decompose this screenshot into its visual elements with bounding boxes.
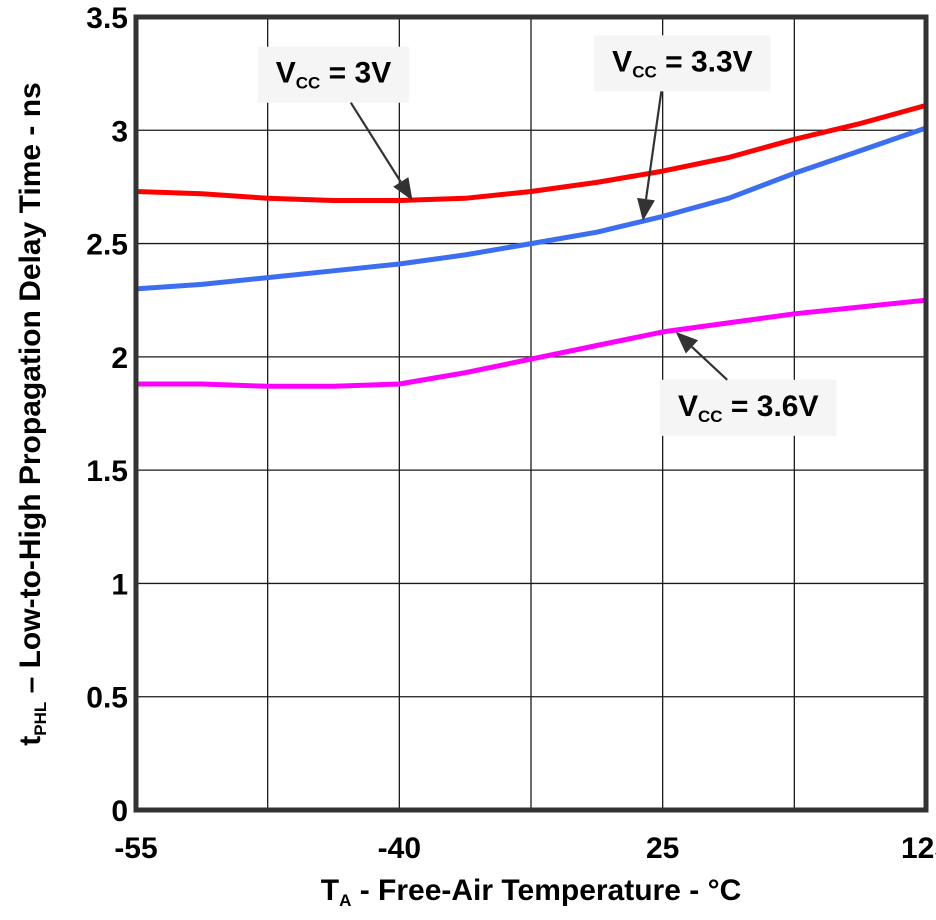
annotation-arrow-head — [675, 331, 699, 354]
annotation-label-subscript: CC — [632, 62, 657, 81]
annotation-arrow-shaft — [691, 346, 728, 381]
x-axis-title-main: T — [321, 874, 339, 907]
x-tick-labels: -55 -40 25 125 — [114, 832, 936, 865]
plot-frame — [133, 14, 929, 813]
annotation-label: VCC = 3V — [276, 57, 391, 93]
annotation-arrow-head — [637, 197, 655, 221]
y-tick-label: 1.5 — [86, 455, 128, 488]
annotation-box — [660, 379, 837, 436]
annotation-arrow-shaft — [644, 91, 663, 200]
y-tick-label: 3.5 — [86, 2, 128, 35]
x-axis-title-rest: - Free-Air Temperature - °C — [351, 874, 741, 907]
x-tick-label: -55 — [114, 832, 157, 865]
x-tick-label: 25 — [646, 832, 679, 865]
series-line-1 — [135, 102, 927, 203]
annotation-label-main: V — [678, 390, 698, 423]
y-tick-label: 0 — [111, 795, 128, 828]
annotation-label-rest: = 3.6V — [723, 390, 819, 423]
annotation-label-main: V — [612, 45, 632, 78]
y-axis-title: tPHL – Low-to-High Propagation Delay Tim… — [14, 82, 50, 746]
annotation-label-rest: = 3V — [320, 57, 391, 90]
annotation-label: VCC = 3.3V — [612, 45, 752, 81]
annotation-3: VCC = 3.6V — [660, 331, 837, 436]
x-axis-title-subscript: A — [339, 891, 351, 910]
series-line-3 — [136, 297, 927, 389]
annotation-2: VCC = 3.3V — [594, 35, 771, 221]
annotation-label-subscript: CC — [698, 407, 723, 426]
x-axis-title: TA - Free-Air Temperature - °C — [321, 874, 741, 910]
annotation-box — [257, 46, 410, 103]
x-tick-label: 125 — [901, 832, 936, 865]
annotation-arrow-head — [393, 177, 413, 201]
annotation-label-subscript: CC — [296, 74, 321, 93]
annotation-label-main: V — [276, 57, 296, 90]
y-tick-label: 1 — [111, 568, 128, 601]
annotation-label: VCC = 3.6V — [678, 390, 818, 426]
y-tick-labels: 0 0.5 1 1.5 2 2.5 3 3.5 — [86, 2, 128, 828]
y-tick-label: 0.5 — [86, 682, 128, 715]
series-lines — [135, 102, 927, 389]
annotation-1: VCC = 3V — [257, 46, 413, 201]
y-axis-title-main: t — [14, 736, 47, 746]
annotation-box — [594, 35, 771, 92]
y-tick-label: 2 — [111, 342, 128, 375]
series-line-2 — [135, 125, 927, 292]
y-axis-title-subscript: PHL — [31, 702, 50, 736]
annotation-arrow-shaft — [349, 102, 402, 183]
y-tick-label: 2.5 — [86, 229, 128, 262]
x-tick-label: -40 — [378, 832, 421, 865]
y-axis-title-rest: – Low-to-High Propagation Delay Time - n… — [14, 82, 47, 702]
annotation-label-rest: = 3.3V — [657, 45, 753, 78]
y-tick-label: 3 — [111, 115, 128, 148]
